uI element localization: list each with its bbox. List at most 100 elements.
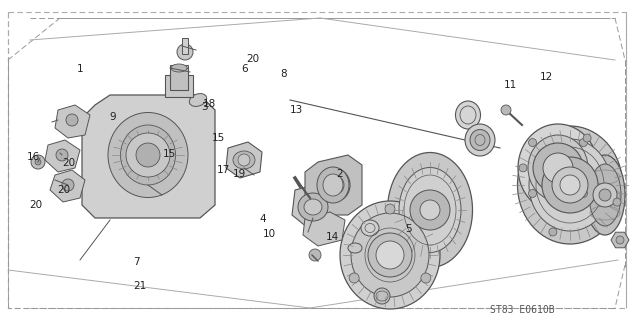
Circle shape [579,189,588,197]
Circle shape [593,183,617,207]
Circle shape [519,164,527,172]
Polygon shape [82,95,215,218]
Ellipse shape [322,169,350,201]
Text: 9: 9 [110,112,116,122]
Bar [170,65,188,79]
Bar [165,75,193,97]
Polygon shape [305,155,362,215]
Text: 20: 20 [246,54,259,64]
Circle shape [613,198,621,206]
Text: 21: 21 [133,281,146,292]
Circle shape [552,167,588,203]
Text: 20: 20 [62,158,75,168]
Ellipse shape [399,167,461,252]
Text: 13: 13 [290,105,303,116]
Text: 11: 11 [504,80,517,90]
Text: ST83 E0610B: ST83 E0610B [490,305,555,315]
Ellipse shape [465,124,495,156]
Ellipse shape [361,220,379,236]
Circle shape [31,155,45,169]
Ellipse shape [589,164,621,226]
Text: 1: 1 [77,64,84,74]
Ellipse shape [233,151,255,169]
Circle shape [368,233,412,277]
Text: 14: 14 [327,232,339,242]
Circle shape [136,143,160,167]
Circle shape [374,288,390,304]
Circle shape [177,44,193,60]
Circle shape [420,200,440,220]
Circle shape [385,204,395,214]
Polygon shape [226,142,262,178]
Circle shape [56,149,68,161]
Polygon shape [55,105,90,138]
Text: 8: 8 [281,68,287,79]
Circle shape [410,190,450,230]
Ellipse shape [528,135,588,201]
Text: 4: 4 [260,214,266,224]
Text: 18: 18 [203,99,216,109]
Ellipse shape [387,153,472,268]
Circle shape [35,159,41,165]
Ellipse shape [317,167,349,203]
Circle shape [349,273,359,283]
Text: 2: 2 [337,169,343,180]
Circle shape [542,157,598,213]
Polygon shape [292,184,335,228]
Text: 7: 7 [133,257,139,268]
Ellipse shape [108,113,188,197]
Ellipse shape [298,193,328,221]
Polygon shape [611,232,629,248]
Circle shape [549,228,557,236]
Circle shape [529,139,536,147]
Text: 15: 15 [163,148,176,159]
Text: 16: 16 [27,152,39,162]
Text: 15: 15 [212,132,225,143]
Text: 6: 6 [241,64,247,74]
Ellipse shape [171,64,187,72]
Circle shape [376,241,404,269]
Text: 3: 3 [202,102,208,112]
Circle shape [529,189,536,197]
Ellipse shape [304,199,322,215]
Ellipse shape [120,125,176,185]
Circle shape [583,134,591,142]
Ellipse shape [340,201,440,309]
Text: 20: 20 [57,185,70,196]
Text: 17: 17 [217,164,230,175]
Ellipse shape [323,174,343,196]
Circle shape [66,114,78,126]
Polygon shape [50,170,85,202]
Ellipse shape [517,126,623,244]
Ellipse shape [190,93,207,107]
Ellipse shape [455,101,481,129]
Circle shape [533,143,583,193]
Ellipse shape [328,176,344,194]
Text: 10: 10 [263,228,276,239]
Ellipse shape [351,213,429,297]
Circle shape [238,154,250,166]
Ellipse shape [585,155,625,235]
Ellipse shape [518,124,598,212]
Circle shape [579,139,588,147]
Circle shape [126,133,170,177]
Ellipse shape [348,243,362,253]
Bar [170,68,188,90]
Circle shape [62,179,74,191]
Polygon shape [303,212,345,246]
Ellipse shape [470,130,490,150]
Ellipse shape [529,139,611,231]
Text: 12: 12 [540,72,553,82]
Text: 19: 19 [233,169,246,180]
Circle shape [616,236,624,244]
Circle shape [421,273,431,283]
Circle shape [599,189,611,201]
Text: 5: 5 [406,224,412,234]
Circle shape [501,105,511,115]
Circle shape [543,153,573,183]
Circle shape [560,175,580,195]
Circle shape [309,249,321,261]
Bar [182,38,188,54]
Text: 20: 20 [30,200,42,210]
Polygon shape [45,140,80,172]
